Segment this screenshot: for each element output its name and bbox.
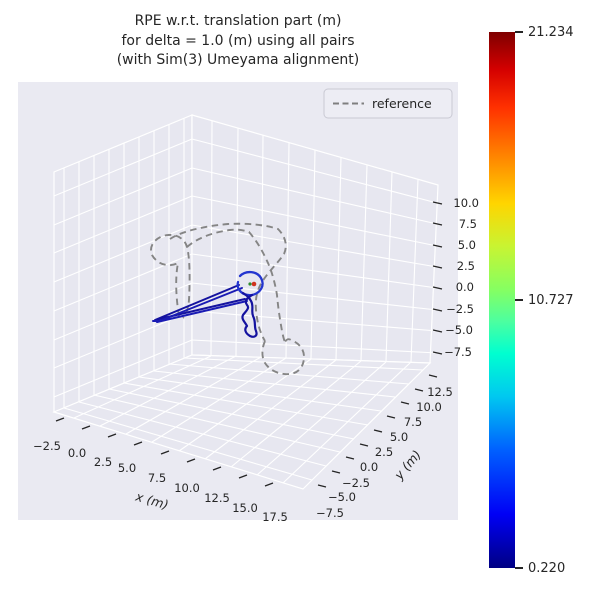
y-tick-label: −5.0 bbox=[328, 490, 356, 504]
colorbar-label-min: 0.220 bbox=[528, 561, 566, 576]
legend-box bbox=[323, 88, 453, 119]
estimate-lower-band bbox=[241, 291, 258, 338]
x-tick-label: 10.0 bbox=[174, 481, 200, 495]
reference-bottom-loop bbox=[261, 338, 305, 376]
x-tick-label: 17.5 bbox=[262, 510, 288, 524]
x-tick-label: −2.5 bbox=[33, 439, 61, 453]
estimated-trajectory bbox=[152, 270, 264, 338]
x-tick-label: 0.0 bbox=[68, 446, 86, 460]
z-tick-label: 7.5 bbox=[459, 217, 477, 231]
x-tick-label: 12.5 bbox=[204, 491, 230, 505]
reference-top-outer bbox=[169, 222, 287, 342]
z-tick-labels: 10.0 7.5 5.0 2.5 0.0 −2.5 −5.0 −7.5 bbox=[444, 196, 479, 359]
pane-faces bbox=[52, 114, 439, 490]
grid-left-pane-y bbox=[63, 118, 185, 408]
z-tick-label: 0.0 bbox=[456, 280, 474, 294]
reference-top-inner bbox=[186, 228, 286, 343]
y-tick-label: 2.5 bbox=[375, 445, 393, 459]
colorbar-tick-min bbox=[515, 567, 523, 569]
y-tick-label: 12.5 bbox=[427, 385, 453, 399]
estimate-loop bbox=[236, 270, 264, 297]
estimate-long-line-2 bbox=[152, 287, 248, 323]
plot-title: RPE w.r.t. translation part (m) for delt… bbox=[116, 13, 360, 68]
floor-pane bbox=[52, 354, 432, 490]
colorbar-label-max: 21.234 bbox=[528, 25, 574, 40]
z-tick-label: 2.5 bbox=[457, 259, 475, 273]
legend-label: reference bbox=[372, 96, 432, 111]
grid-left-pane-z bbox=[53, 138, 193, 398]
x-tick-labels: −2.5 0.0 2.5 5.0 7.5 10.0 12.5 15.0 17.5 bbox=[33, 439, 288, 524]
high-error-segment-red bbox=[251, 281, 257, 287]
y-tick-label: 7.5 bbox=[404, 415, 422, 429]
x-tick-label: 15.0 bbox=[232, 501, 258, 515]
y-tick-labels: −7.5 −5.0 −2.5 0.0 2.5 5.0 7.5 10.0 12.5 bbox=[316, 385, 453, 520]
reference-left-lobe bbox=[150, 233, 191, 319]
y-tick-marks bbox=[317, 374, 438, 488]
y-tick-label: 0.0 bbox=[360, 460, 378, 474]
colorbar bbox=[489, 32, 515, 568]
z-tick-label: −5.0 bbox=[445, 323, 473, 337]
z-tick-label: 10.0 bbox=[453, 196, 479, 210]
z-tick-label: −2.5 bbox=[446, 302, 474, 316]
y-tick-label: 5.0 bbox=[390, 430, 408, 444]
x-tick-label: 5.0 bbox=[118, 461, 136, 475]
grid bbox=[53, 118, 438, 484]
y-tick-label: 10.0 bbox=[416, 400, 442, 414]
reference-trajectory bbox=[150, 222, 305, 376]
x-tick-marks bbox=[55, 417, 274, 487]
x-tick-label: 7.5 bbox=[148, 471, 166, 485]
tick-marks bbox=[55, 201, 443, 488]
colorbar-tick-mid bbox=[515, 299, 523, 301]
high-error-segment-green bbox=[248, 282, 252, 286]
z-tick-label: 5.0 bbox=[458, 238, 476, 252]
colorbar-label-mid: 10.727 bbox=[528, 293, 574, 308]
grid-right-pane-x bbox=[210, 120, 419, 363]
y-tick-label: −2.5 bbox=[342, 476, 370, 490]
y-tick-label: −7.5 bbox=[316, 506, 344, 520]
x-tick-label: 2.5 bbox=[94, 455, 112, 469]
legend: reference bbox=[323, 88, 453, 119]
z-tick-label: −7.5 bbox=[444, 345, 472, 359]
colorbar-tick-max bbox=[515, 31, 523, 33]
z-tick-marks bbox=[432, 201, 443, 355]
